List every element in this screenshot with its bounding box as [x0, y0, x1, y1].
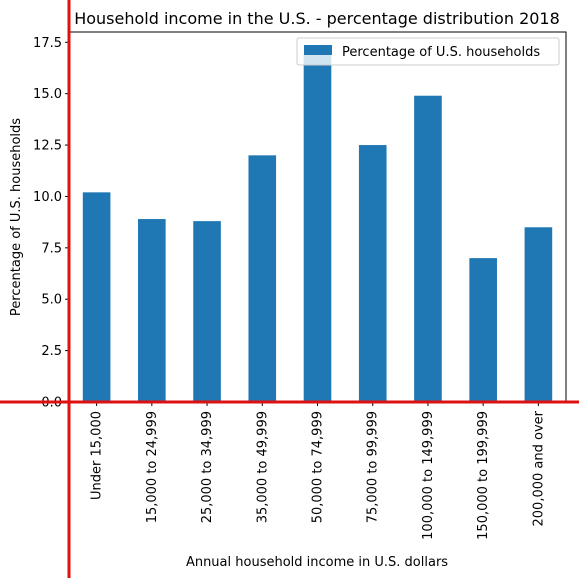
y-tick-label: 15.0 [33, 87, 62, 102]
x-tick-label: 100,000 to 149,999 [421, 411, 436, 540]
bar [303, 52, 332, 403]
bar [469, 258, 497, 402]
y-tick-label: 2.5 [41, 344, 62, 359]
legend: Percentage of U.S. households [296, 37, 560, 66]
x-tick-label: 150,000 to 199,999 [476, 411, 491, 540]
x-tick-label: 50,000 to 74,999 [311, 411, 326, 523]
y-tick-label: 17.5 [33, 36, 62, 51]
legend-label: Percentage of U.S. households [342, 45, 540, 60]
bar [248, 155, 277, 402]
bars-group [82, 52, 553, 403]
bar [414, 95, 442, 402]
bar [138, 219, 166, 402]
bar [358, 145, 387, 403]
bar [524, 227, 553, 402]
y-tick-label: 10.0 [33, 190, 62, 205]
y-tick-label: 5.0 [41, 293, 62, 308]
x-tick-label: 15,000 to 24,999 [145, 411, 160, 523]
x-tick-label: 200,000 and over [531, 410, 546, 526]
x-tick-label: 25,000 to 34,999 [200, 411, 215, 523]
x-axis-ticks: Under 15,000 15,000 to 24,999 25,000 to 34… [90, 402, 546, 540]
bar [82, 192, 111, 402]
chart-title: Household income in the U.S. - percentag… [74, 9, 560, 28]
y-tick-label: 12.5 [33, 139, 62, 154]
y-axis-label: Percentage of U.S. households [9, 118, 24, 316]
legend-swatch [304, 45, 332, 55]
x-tick-label: 75,000 to 99,999 [366, 411, 381, 523]
legend-box [296, 37, 560, 66]
x-tick-label: 35,000 to 49,999 [255, 411, 270, 523]
x-axis-label: Annual household income in U.S. dollars [186, 555, 448, 570]
x-tick-label: Under 15,000 [90, 411, 105, 500]
bar [193, 221, 221, 402]
y-axis-ticks: 0.02.55.07.510.012.515.017.5 [33, 36, 69, 411]
y-tick-label: 7.5 [41, 241, 62, 256]
